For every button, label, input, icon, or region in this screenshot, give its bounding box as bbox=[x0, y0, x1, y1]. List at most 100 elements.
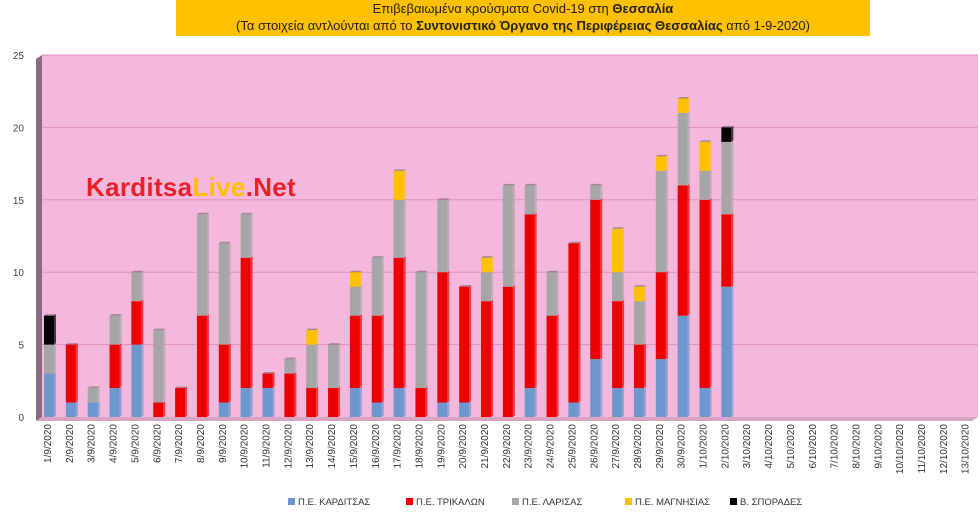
bar-top-27 bbox=[633, 285, 646, 287]
bar-side-16-2 bbox=[403, 198, 406, 258]
bar-side-15-1 bbox=[381, 314, 384, 403]
bar-side-28-1 bbox=[665, 270, 668, 360]
bar-24/9/2020-Π.Ε. ΤΡΙΚΑΛΩΝ bbox=[546, 315, 557, 417]
bar-20/9/2020-Π.Ε. ΤΡΙΚΑΛΩΝ bbox=[459, 286, 470, 403]
x-tick-label: 29/9/2020 bbox=[655, 424, 666, 469]
bar-16/9/2020-Π.Ε. ΚΑΡΔΙΤΣΑΣ bbox=[371, 402, 382, 417]
plot-side-wall bbox=[36, 55, 42, 421]
bar-18/9/2020-Π.Ε. ΤΡΙΚΑΛΩΝ bbox=[415, 388, 426, 417]
bar-27/9/2020-Π.Ε. ΤΡΙΚΑΛΩΝ bbox=[612, 301, 623, 389]
x-tick-label: 24/9/2020 bbox=[546, 424, 557, 469]
bar-side-22-2 bbox=[534, 183, 537, 215]
x-tick-label: 4/9/2020 bbox=[109, 424, 120, 463]
bar-side-7-2 bbox=[206, 212, 209, 316]
bar-top-21 bbox=[502, 183, 515, 186]
bar-side-17-2 bbox=[425, 270, 428, 389]
bar-top-23 bbox=[546, 270, 559, 273]
bar-side-18-0 bbox=[447, 401, 450, 417]
x-tick-label: 23/9/2020 bbox=[524, 424, 535, 469]
x-tick-label: 5/10/2020 bbox=[786, 424, 797, 469]
bar-22/9/2020-Π.Ε. ΤΡΙΚΑΛΩΝ bbox=[502, 286, 513, 417]
bar-19/9/2020-Π.Ε. ΚΑΡΔΙΤΣΑΣ bbox=[437, 402, 448, 417]
bar-top-12 bbox=[306, 328, 319, 331]
x-tick-label: 1/9/2020 bbox=[43, 424, 54, 463]
bar-10/9/2020-Π.Ε. ΤΡΙΚΑΛΩΝ bbox=[240, 257, 251, 389]
bar-top-10 bbox=[262, 372, 275, 374]
title-line2-prefix: (Τα στοιχεία αντλούνται από το bbox=[236, 18, 417, 33]
bar-side-3-0 bbox=[119, 386, 122, 417]
bar-side-1-0 bbox=[75, 401, 78, 417]
bar-side-30-1 bbox=[709, 198, 712, 389]
x-tick-label: 11/10/2020 bbox=[917, 424, 928, 474]
bar-side-20-2 bbox=[491, 270, 493, 302]
x-tick-label: 3/10/2020 bbox=[742, 424, 753, 469]
x-tick-label: 10/9/2020 bbox=[240, 424, 251, 469]
bar-top-22 bbox=[524, 183, 537, 186]
bar-19/9/2020-Π.Ε. ΤΡΙΚΑΛΩΝ bbox=[437, 272, 448, 403]
bar-side-30-3 bbox=[709, 140, 712, 171]
bar-top-30 bbox=[699, 140, 712, 142]
chart-title-line2: (Τα στοιχεία αντλούνται από το Συντονιστ… bbox=[176, 17, 870, 34]
bar-11/9/2020-Π.Ε. ΚΑΡΔΙΤΣΑΣ bbox=[262, 388, 273, 417]
x-tick-label: 17/9/2020 bbox=[393, 424, 404, 469]
bar-1/10/2020-Π.Ε. ΤΡΙΚΑΛΩΝ bbox=[699, 199, 710, 389]
bar-side-12-3 bbox=[316, 328, 319, 345]
bar-14/9/2020-Π.Ε. ΤΡΙΚΑΛΩΝ bbox=[328, 388, 339, 417]
bar-5/9/2020-Π.Ε. ΚΑΡΔΙΤΣΑΣ bbox=[131, 344, 142, 417]
bar-side-25-1 bbox=[600, 198, 603, 360]
bar-top-14 bbox=[349, 270, 362, 273]
x-tick-label: 16/9/2020 bbox=[371, 424, 382, 469]
title-line2-suffix: από 1-9-2020) bbox=[722, 18, 810, 33]
bar-side-14-3 bbox=[359, 270, 362, 287]
bar-29/9/2020-Π.Ε. ΤΡΙΚΑΛΩΝ bbox=[655, 272, 666, 360]
bar-28/9/2020-Π.Ε. ΚΑΡΔΙΤΣΑΣ bbox=[633, 388, 644, 417]
bar-side-4-2 bbox=[141, 270, 144, 302]
bar-15/9/2020-Π.Ε. ΛΑΡΙΣΑΣ bbox=[349, 286, 360, 316]
x-tick-label: 9/10/2020 bbox=[873, 424, 884, 469]
bar-side-21-1 bbox=[512, 285, 515, 417]
legend-swatch-1 bbox=[406, 498, 413, 505]
bar-top-2 bbox=[87, 386, 100, 389]
bar-12/9/2020-Π.Ε. ΤΡΙΚΑΛΩΝ bbox=[284, 373, 295, 417]
bar-17/9/2020-Π.Ε. ΜΑΓΝΗΣΙΑΣ bbox=[393, 170, 404, 200]
bar-29/9/2020-Π.Ε. ΛΑΡΙΣΑΣ bbox=[655, 170, 666, 273]
bar-1/10/2020-Π.Ε. ΚΑΡΔΙΤΣΑΣ bbox=[699, 388, 710, 417]
bar-28/9/2020-Π.Ε. ΛΑΡΙΣΑΣ bbox=[633, 301, 644, 345]
bar-15/9/2020-Π.Ε. ΤΡΙΚΑΛΩΝ bbox=[349, 315, 360, 389]
bar-side-11-2 bbox=[294, 357, 297, 374]
bar-1/10/2020-Π.Ε. ΜΑΓΝΗΣΙΑΣ bbox=[699, 141, 710, 171]
watermark-part3: .Net bbox=[245, 172, 297, 202]
bar-top-3 bbox=[109, 314, 122, 316]
bar-side-24-0 bbox=[578, 401, 581, 417]
bar-side-14-1 bbox=[359, 314, 362, 389]
bar-8/9/2020-Π.Ε. ΤΡΙΚΑΛΩΝ bbox=[196, 315, 207, 417]
bar-side-2-0 bbox=[97, 401, 100, 417]
x-tick-label: 12/9/2020 bbox=[283, 424, 294, 469]
x-tick-label: 13/9/2020 bbox=[305, 424, 316, 469]
x-tick-label: 4/10/2020 bbox=[764, 424, 775, 469]
bar-side-10-1 bbox=[272, 372, 275, 389]
bar-top-25 bbox=[590, 183, 603, 186]
bar-top-8 bbox=[218, 241, 231, 244]
bar-10/9/2020-Π.Ε. ΚΑΡΔΙΤΣΑΣ bbox=[240, 388, 251, 417]
bar-side-14-2 bbox=[359, 285, 362, 316]
bar-30/9/2020-Π.Ε. ΤΡΙΚΑΛΩΝ bbox=[677, 185, 688, 316]
bar-side-3-2 bbox=[119, 314, 122, 345]
x-tick-label: 7/9/2020 bbox=[174, 424, 185, 463]
bar-2/9/2020-Π.Ε. ΤΡΙΚΑΛΩΝ bbox=[65, 344, 76, 403]
x-tick-label: 7/10/2020 bbox=[830, 424, 841, 469]
bar-17/9/2020-Π.Ε. ΛΑΡΙΣΑΣ bbox=[393, 199, 404, 258]
chart-title-line1: Επιβεβαιωμένα κρούσματα Covid-19 στη Θεσ… bbox=[176, 0, 870, 17]
bar-3/9/2020-Π.Ε. ΚΑΡΔΙΤΣΑΣ bbox=[87, 402, 98, 417]
bar-4/9/2020-Π.Ε. ΛΑΡΙΣΑΣ bbox=[109, 315, 120, 345]
bar-side-15-2 bbox=[381, 256, 384, 316]
bar-8/9/2020-Π.Ε. ΛΑΡΙΣΑΣ bbox=[196, 214, 207, 316]
bar-side-19-0 bbox=[469, 401, 472, 417]
x-tick-label: 13/10/2020 bbox=[961, 424, 972, 474]
watermark-logo: KarditsaLive.Net bbox=[86, 172, 296, 203]
bar-side-9-1 bbox=[250, 256, 253, 389]
bar-top-26 bbox=[612, 227, 625, 229]
bar-side-13-1 bbox=[338, 386, 341, 417]
bar-side-13-2 bbox=[338, 343, 341, 389]
bar-top-20 bbox=[481, 256, 493, 258]
